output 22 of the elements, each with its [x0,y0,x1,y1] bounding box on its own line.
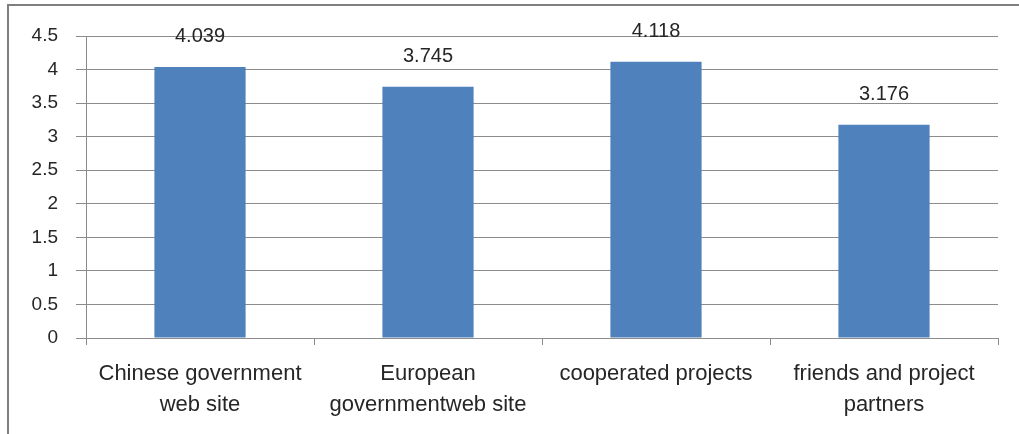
data-label: 3.176 [858,82,910,105]
y-tick-label: 2.5 [31,158,58,180]
y-tick-label: 3 [47,124,58,146]
x-tick-label: Chinese government web site [98,360,302,417]
bar [154,66,246,338]
y-tick-label: 2 [47,192,58,214]
y-tick-label: 1.5 [31,225,58,247]
x-tick-label: cooperated projects [559,360,753,386]
bar [610,61,702,338]
data-label: 3.745 [402,44,454,67]
data-label: 4.039 [174,24,226,47]
x-tick-label: friends and project partners [793,360,975,417]
y-tick-label: 4 [47,57,59,79]
bar [838,124,930,338]
y-tick-label: 1 [47,259,58,281]
y-tick-label: 4.5 [31,24,58,46]
y-tick-label: 3.5 [31,91,58,113]
y-tick-label: 0 [47,326,58,348]
x-tick-label: European governmentweb site [329,360,527,417]
data-label: 4.118 [631,19,681,42]
bar [382,86,474,338]
y-tick-label: 0.5 [31,292,58,314]
